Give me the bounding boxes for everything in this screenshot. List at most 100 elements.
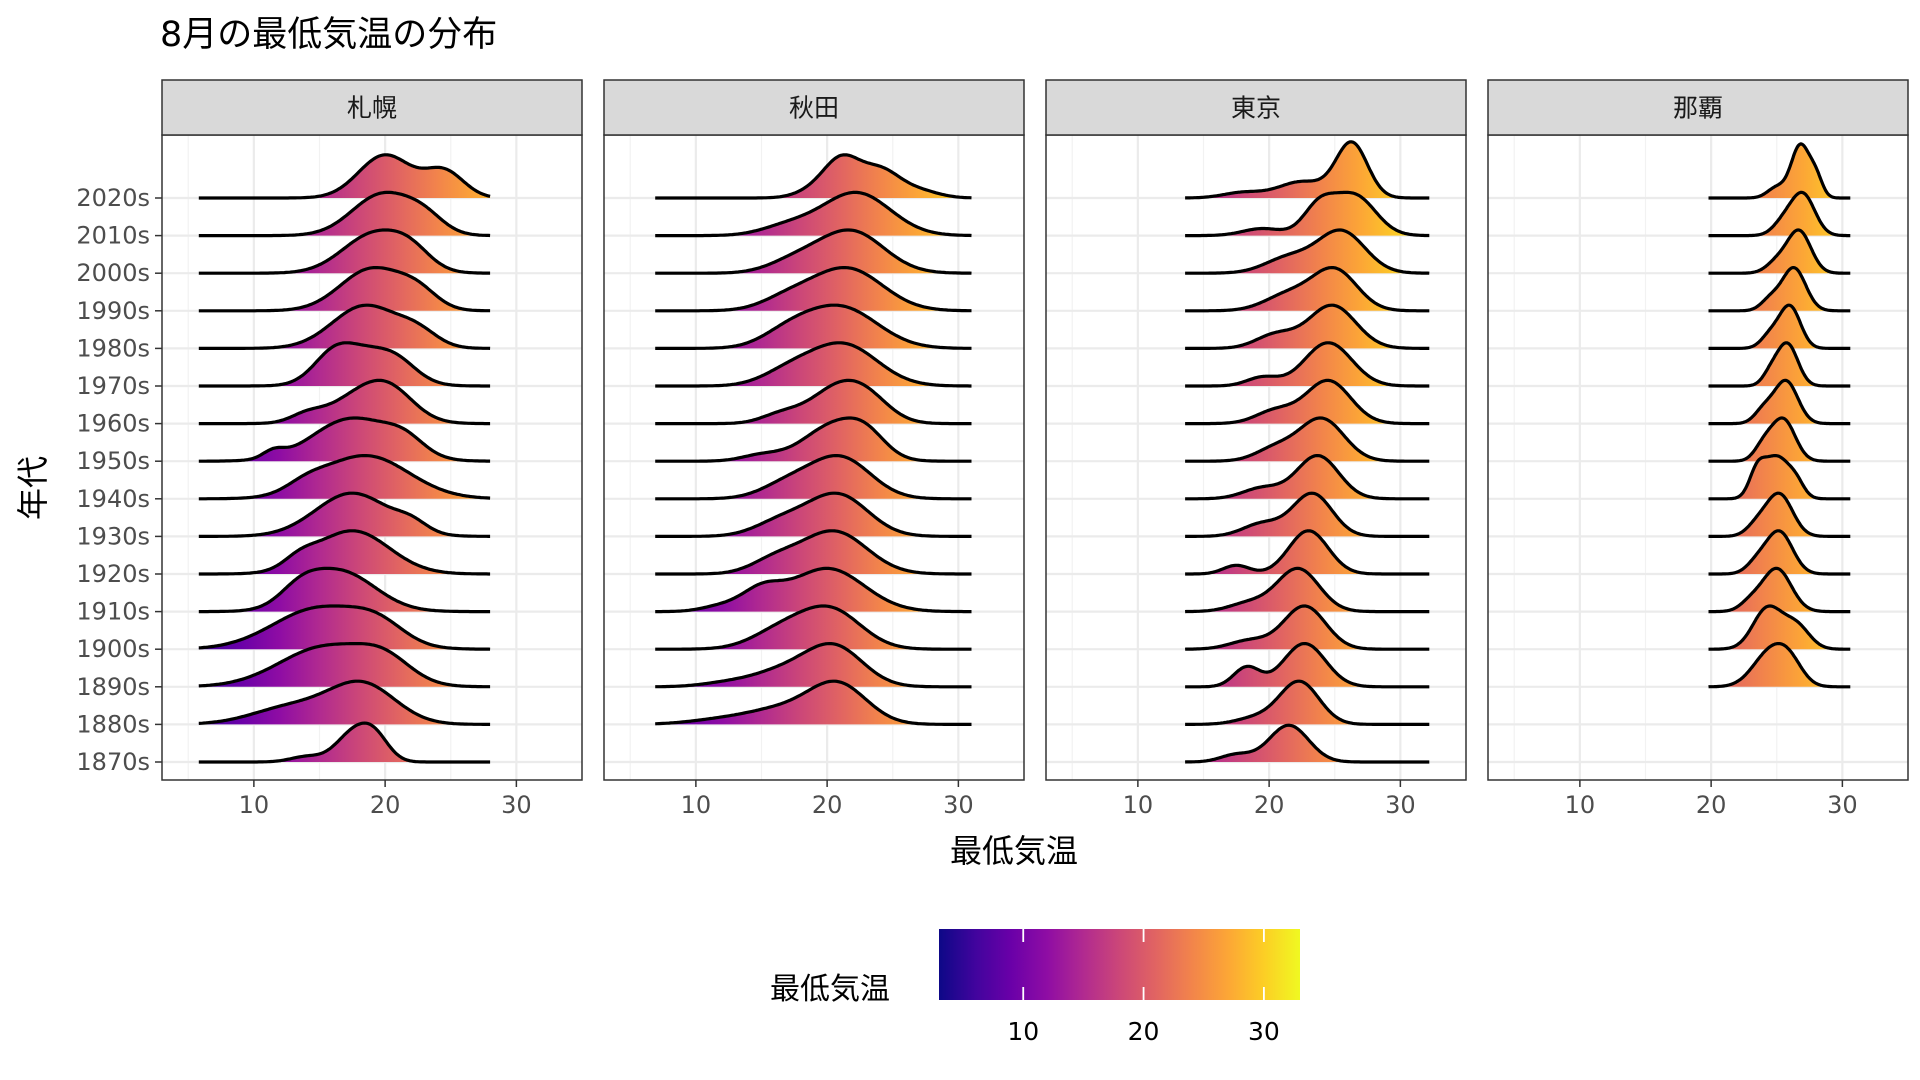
ridge-line — [1707, 529, 1851, 576]
ridge-fill — [1708, 305, 1851, 349]
ridge-1930s — [655, 491, 972, 538]
ridge-line — [198, 721, 491, 764]
ridge-1890s — [1185, 642, 1430, 689]
facet-strip — [1045, 79, 1467, 136]
ridge-1890s — [198, 642, 491, 689]
ridge-line — [1707, 266, 1851, 313]
ridge-line — [198, 566, 491, 614]
facet-strip — [1487, 79, 1909, 136]
legend-tick-label: 30 — [1248, 1017, 1280, 1046]
ridge-line — [1707, 341, 1851, 388]
ridge-fill — [1185, 493, 1430, 537]
ridge-line — [198, 679, 491, 726]
y-tick-label: 1890s — [76, 673, 150, 701]
ridge-1950s — [198, 416, 491, 463]
ridge-line — [198, 341, 491, 388]
ridge-1920s — [655, 529, 972, 576]
panel-4: 那覇 10 20 30 — [1487, 79, 1909, 819]
ridge-fill — [1708, 530, 1851, 574]
ridge-line — [1707, 142, 1851, 200]
ridge-line — [1185, 266, 1430, 313]
ridge-1980s — [1185, 303, 1430, 350]
ridge-line — [198, 190, 491, 238]
legend-tick-label: 20 — [1128, 1017, 1160, 1046]
ridge-1910s — [198, 566, 491, 614]
ridge-fill — [655, 305, 972, 349]
ridge-fill — [1185, 267, 1430, 311]
ridge-line — [198, 416, 491, 463]
y-tick-label: 1970s — [76, 372, 150, 400]
ridge-1990s — [655, 266, 972, 313]
x-tick-label: 10 — [239, 791, 270, 819]
ridge-line — [198, 153, 491, 200]
ridge-1970s — [655, 341, 972, 388]
ridge-1910s — [1185, 566, 1430, 614]
ridge-line — [1707, 228, 1851, 275]
ridge-fill — [1185, 530, 1430, 574]
ridge-fill — [1708, 143, 1851, 198]
ridge-2020s — [1707, 142, 1851, 200]
ridge-2020s — [1185, 140, 1430, 200]
ridge-line — [655, 416, 972, 463]
ridge-1870s — [198, 721, 491, 764]
ridge-line — [655, 153, 972, 200]
ridge-fill — [655, 493, 972, 537]
ridge-line — [1185, 604, 1430, 651]
ridge-line — [198, 228, 491, 275]
ridge-1910s — [655, 566, 972, 614]
x-tick-label: 20 — [1254, 791, 1285, 819]
ridge-2000s — [655, 228, 972, 275]
ridge-line — [198, 303, 491, 350]
ridge-line — [1185, 529, 1430, 576]
ridge-fill — [1185, 342, 1430, 386]
ridge-fill — [655, 568, 972, 612]
ridge-1920s — [198, 529, 491, 576]
ridge-fill — [1185, 305, 1430, 349]
ridge-line — [1707, 303, 1851, 350]
ridge-fill — [655, 342, 972, 386]
y-tick-label: 1880s — [76, 710, 150, 738]
ridge-1900s — [1707, 604, 1851, 651]
ridge-line — [1185, 491, 1430, 538]
x-axis-title: 最低気温 — [950, 832, 1078, 870]
ridge-line — [1185, 566, 1430, 614]
ridge-fill — [198, 305, 491, 349]
ridge-1960s — [1707, 378, 1851, 426]
ridge-fill — [655, 154, 972, 198]
ridge-line — [198, 454, 491, 501]
ridge-1990s — [198, 266, 491, 313]
ridge-line — [655, 454, 972, 501]
color-legend: 最低気温 10 20 30 — [770, 929, 1300, 1046]
panel-background — [1488, 135, 1908, 780]
ridge-line — [655, 642, 972, 689]
ridge-fill — [198, 606, 491, 650]
ridge-1970s — [198, 341, 491, 388]
ridge-fill — [1185, 230, 1430, 274]
ridge-fill — [1708, 606, 1851, 650]
ridge-line — [655, 679, 972, 726]
ridge-fill — [198, 380, 491, 424]
x-tick-label: 20 — [1696, 791, 1727, 819]
ridge-2010s — [655, 190, 972, 238]
ridge-fill — [655, 643, 972, 687]
ridge-2010s — [1707, 190, 1851, 238]
ridge-line — [1707, 378, 1851, 426]
ridge-1930s — [198, 491, 491, 538]
y-tick-label: 2010s — [76, 222, 150, 250]
y-tick-label: 2000s — [76, 259, 150, 287]
x-tick-label: 10 — [681, 791, 712, 819]
ridge-1960s — [655, 378, 972, 426]
facet-panels: 札幌 10 20 30 秋田 10 20 30 東京 10 20 30 那覇 10 20 30 — [161, 79, 1909, 819]
ridge-fill — [1708, 455, 1851, 499]
ridge-1920s — [1185, 529, 1430, 576]
ridge-1960s — [198, 378, 491, 426]
ridge-fill — [655, 681, 972, 725]
ridge-fill — [1708, 643, 1851, 687]
facet-strip — [161, 79, 583, 136]
ridge-fill — [1185, 192, 1430, 236]
ridge-fill — [655, 192, 972, 236]
ridge-fill — [655, 380, 972, 424]
ridge-line — [1185, 228, 1430, 275]
y-tick-label: 1990s — [76, 297, 150, 325]
ridge-fill — [1708, 493, 1851, 537]
